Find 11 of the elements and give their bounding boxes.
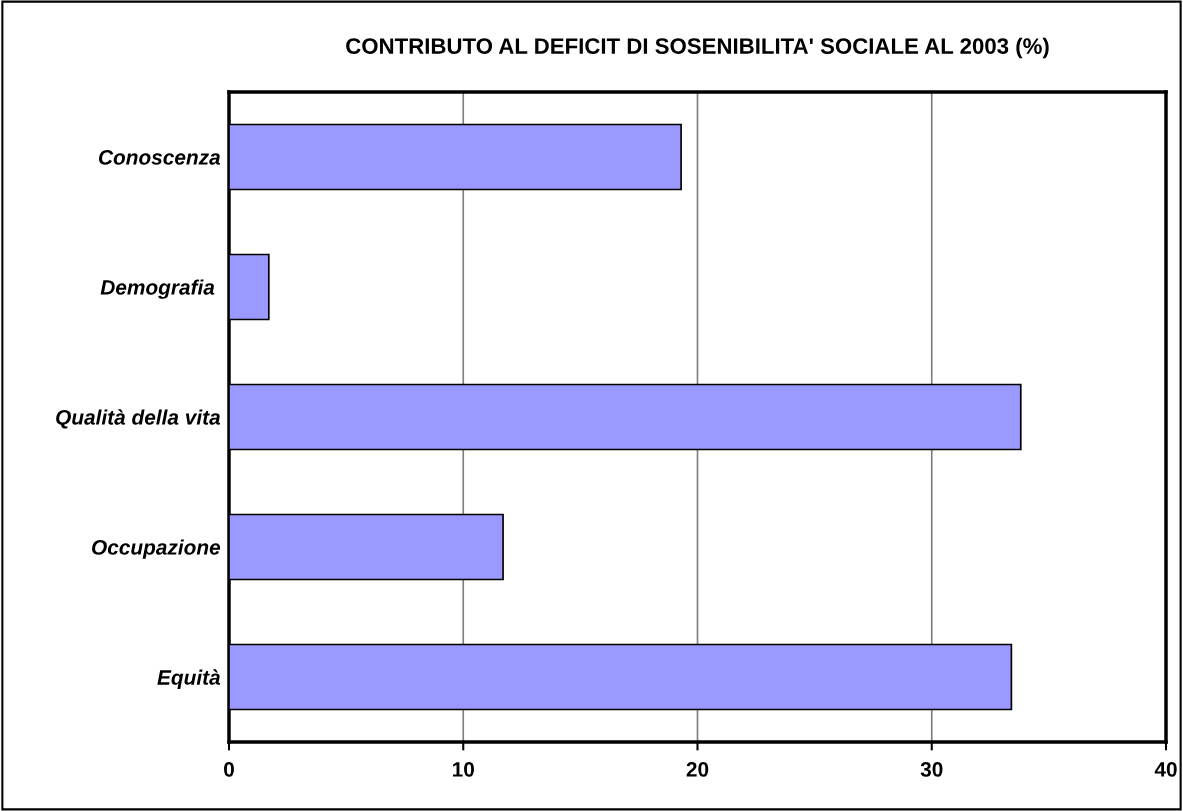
chart-title: CONTRIBUTO AL DEFICIT DI SOSENIBILITA' SOCIALE AL 2003 (%)	[346, 37, 1049, 59]
x-tick-label: 30	[920, 761, 943, 777]
y-tick-label: Conoscenza	[98, 150, 221, 165]
x-tick-label: 10	[452, 761, 474, 777]
x-tick-label: 0	[224, 761, 234, 777]
y-tick-label: Equità	[157, 669, 221, 689]
y-tick-label: Qualità della vita	[56, 409, 221, 429]
x-tick-label: 20	[686, 761, 709, 777]
y-tick-label: Demografia	[100, 279, 215, 299]
x-tick-label: 40	[1154, 761, 1177, 777]
y-tick-label: Occupazione	[92, 539, 221, 559]
